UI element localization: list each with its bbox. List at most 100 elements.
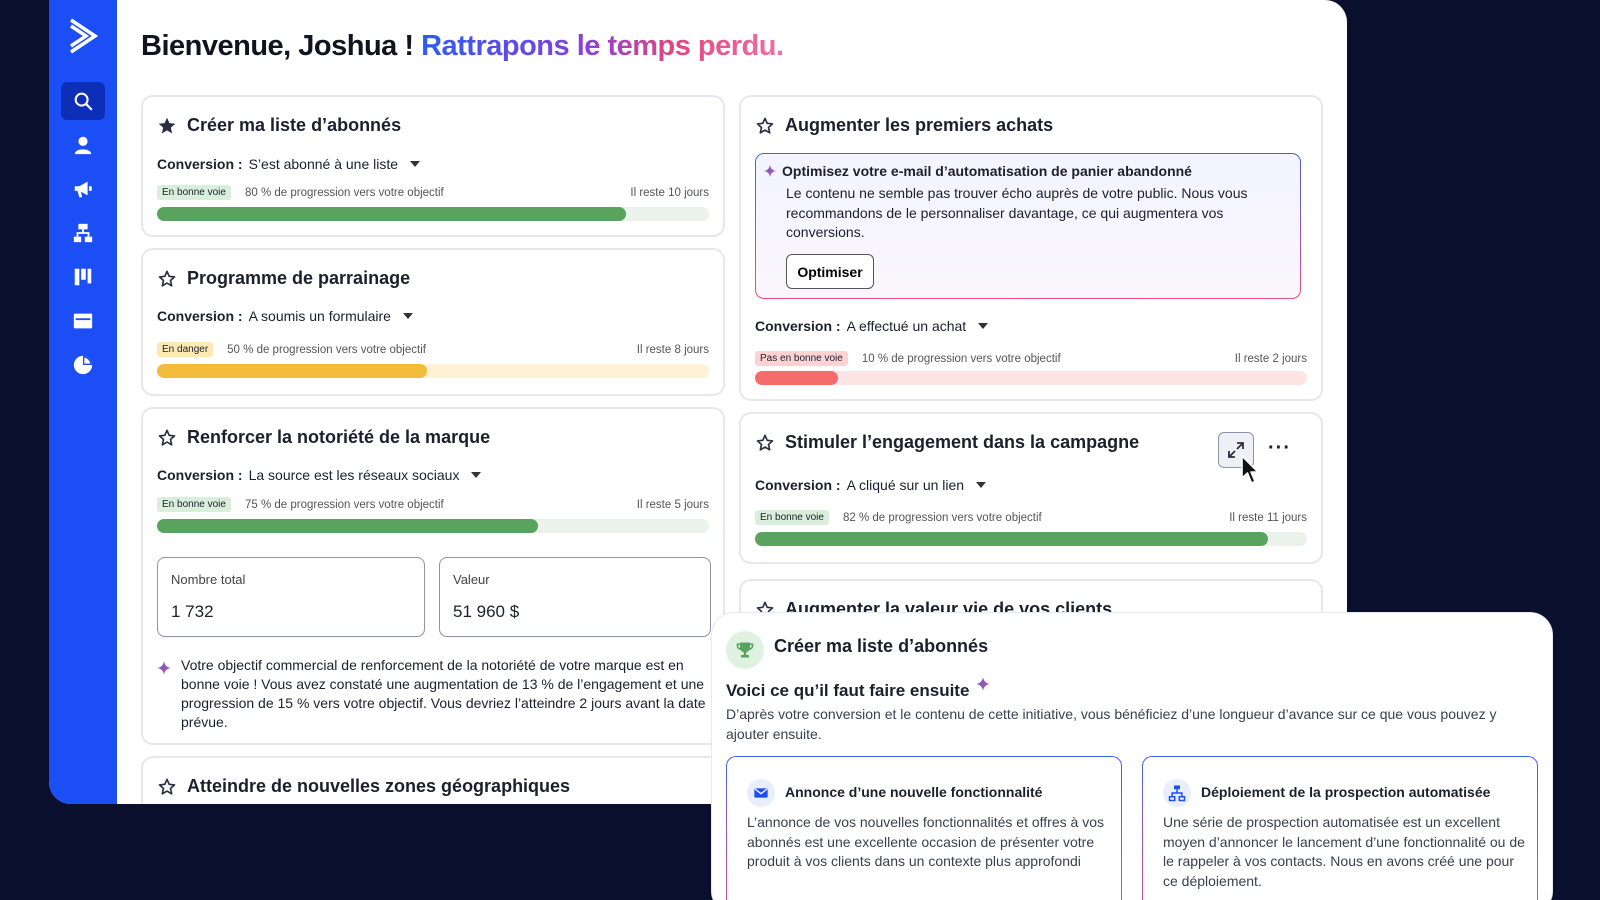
sidebar-item-website[interactable]: [61, 302, 105, 340]
progress-text: 80 % de progression vers votre objectif: [244, 186, 444, 199]
sparkle-icon: [764, 165, 776, 177]
goal-card[interactable]: Renforcer la notoriété de la marque Conv…: [141, 407, 725, 745]
trophy-icon: [736, 642, 754, 658]
ai-insight: Votre objectif commercial de renforcemen…: [181, 657, 706, 730]
chevron-down-icon: [410, 161, 421, 167]
recommendation-card[interactable]: Annonce d’une nouvelle fonctionnalité L’…: [726, 756, 1122, 900]
recommendation-title: Annonce d’une nouvelle fonctionnalité: [785, 784, 1043, 800]
sidebar-item-campaigns[interactable]: [61, 170, 105, 208]
suggestion-title: Optimisez votre e-mail d’automatisation …: [782, 163, 1192, 179]
days-remaining: Il reste 11 jours: [1229, 511, 1307, 524]
website-icon: [73, 313, 93, 329]
progress-text: 10 % de progression vers votre objectif: [861, 352, 1061, 365]
sidebar-item-contacts[interactable]: [61, 126, 105, 164]
chevron-down-icon: [402, 313, 413, 319]
welcome-headline: Bienvenue, Joshua ! Rattrapons le temps …: [141, 30, 784, 63]
conversion-select[interactable]: Conversion :A cliqué sur un lien: [755, 477, 987, 493]
status-badge: Pas en bonne voie: [755, 351, 848, 366]
optimize-button[interactable]: Optimiser: [786, 254, 874, 289]
progress-text: 50 % de progression vers votre objectif: [227, 343, 426, 356]
sidebar-item-automations[interactable]: [61, 214, 105, 252]
star-outline-icon[interactable]: [755, 433, 775, 453]
star-filled-icon[interactable]: [157, 116, 177, 136]
sidebar: [49, 0, 117, 804]
goal-card[interactable]: Atteindre de nouvelles zones géographiqu…: [141, 756, 725, 804]
progress-bar: [157, 207, 709, 221]
sparkle-icon: [157, 661, 171, 675]
optimization-suggestion: Optimisez votre e-mail d’automatisation …: [755, 153, 1301, 299]
automations-icon: [73, 223, 93, 243]
status-badge: En bonne voie: [157, 185, 231, 200]
goal-title: Renforcer la notoriété de la marque: [157, 427, 490, 448]
status-row: En bonne voie 82 % de progression vers v…: [755, 510, 1307, 525]
recommendation-title: Déploiement de la prospection automatisé…: [1201, 784, 1491, 800]
goal-title: Augmenter les premiers achats: [755, 115, 1053, 136]
tagline: Rattrapons le temps perdu.: [421, 30, 784, 62]
star-outline-icon[interactable]: [157, 269, 177, 289]
conversion-select[interactable]: Conversion :A effectué un achat: [755, 318, 989, 334]
status-row: Pas en bonne voie 10 % de progression ve…: [755, 351, 1307, 366]
conversion-select[interactable]: Conversion : S’est abonné à une liste: [157, 156, 421, 172]
days-remaining: Il reste 5 jours: [636, 498, 709, 511]
expand-icon: [1228, 442, 1244, 458]
panel-title: Créer ma liste d’abonnés: [774, 636, 989, 656]
sidebar-item-reports[interactable]: [61, 346, 105, 384]
reports-icon: [73, 355, 93, 375]
suggestion-text: Le contenu ne semble pas trouver écho au…: [786, 185, 1248, 240]
progress-text: 75 % de progression vers votre objectif: [244, 498, 444, 511]
status-badge: En bonne voie: [157, 497, 231, 512]
progress-bar: [157, 364, 709, 378]
goal-title: Programme de parrainage: [157, 268, 410, 289]
recommendation-text: Une série de prospection automatisée est…: [1163, 814, 1525, 889]
automation-icon: [1168, 785, 1186, 802]
progress-bar: [755, 371, 1307, 385]
panel-description: D’après votre conversion et le contenu d…: [726, 706, 1497, 742]
campaigns-icon: [74, 181, 92, 198]
trophy-badge: [726, 631, 764, 669]
conversion-select[interactable]: Conversion : La source est les réseaux so…: [157, 467, 482, 483]
status-row: En bonne voie 80 % de progression vers v…: [157, 185, 709, 200]
expand-button[interactable]: [1218, 432, 1254, 468]
sidebar-item-pipelines[interactable]: [61, 258, 105, 296]
pipelines-icon: [74, 268, 92, 286]
contacts-icon: [74, 136, 92, 155]
progress-bar: [157, 519, 709, 533]
metric-value: Valeur 51 960 $: [439, 557, 711, 637]
email-icon: [754, 788, 768, 798]
metric-total: Nombre total 1 732: [157, 557, 425, 637]
progress-text: 82 % de progression vers votre objectif: [842, 511, 1042, 524]
greeting: Bienvenue, Joshua !: [141, 30, 414, 62]
days-remaining: Il reste 8 jours: [636, 343, 709, 356]
chevron-down-icon: [976, 482, 987, 488]
days-remaining: Il reste 10 jours: [630, 186, 709, 199]
goal-card[interactable]: Programme de parrainage Conversion :A so…: [141, 248, 725, 396]
recommendation-text: L’annonce de vos nouvelles fonctionnalit…: [747, 814, 1104, 869]
recommendation-icon: [1163, 779, 1191, 807]
goal-card[interactable]: Augmenter les premiers achats Optimisez …: [739, 95, 1323, 401]
days-remaining: Il reste 2 jours: [1234, 352, 1307, 365]
goal-card[interactable]: Créer ma liste d’abonnés Conversion : S’e…: [141, 95, 725, 237]
more-options-button[interactable]: ···: [1268, 437, 1291, 459]
status-badge: En bonne voie: [755, 510, 829, 525]
logo-icon[interactable]: [67, 16, 99, 56]
sidebar-item-search[interactable]: [61, 82, 105, 120]
next-steps-panel: Créer ma liste d’abonnés Voici ce qu’il …: [712, 613, 1552, 900]
goal-title: Créer ma liste d’abonnés: [157, 115, 401, 136]
status-badge: En danger: [157, 342, 214, 357]
recommendation-card[interactable]: Déploiement de la prospection automatisé…: [1142, 756, 1538, 900]
recommendation-icon: [747, 779, 775, 807]
sparkle-icon: [976, 677, 991, 691]
goal-title: Atteindre de nouvelles zones géographiqu…: [157, 776, 570, 797]
status-row: En bonne voie 75 % de progression vers v…: [157, 497, 709, 512]
search-icon: [74, 92, 93, 111]
chevron-down-icon: [978, 323, 989, 329]
star-outline-icon[interactable]: [157, 777, 177, 797]
mouse-cursor-icon: [1241, 455, 1259, 484]
conversion-select[interactable]: Conversion :A soumis un formulaire: [157, 308, 413, 324]
panel-heading: Voici ce qu’il faut faire ensuite: [726, 677, 991, 701]
chevron-down-icon: [471, 472, 482, 478]
status-row: En danger 50 % de progression vers votre…: [157, 342, 709, 357]
goal-title: Stimuler l’engagement dans la campagne: [755, 432, 1139, 453]
star-outline-icon[interactable]: [755, 116, 775, 136]
star-outline-icon[interactable]: [157, 428, 177, 448]
